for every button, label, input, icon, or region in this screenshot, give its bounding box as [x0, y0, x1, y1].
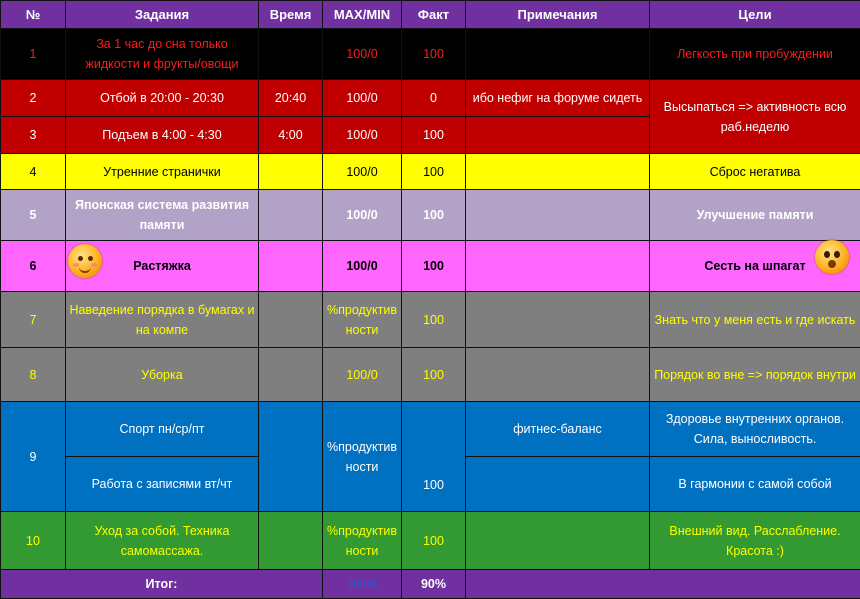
header-row: № Задания Время MAX/MIN Факт Примечания … [1, 1, 860, 29]
cell-fact: 0 [402, 80, 466, 117]
cell-notes [466, 241, 650, 292]
header-goals: Цели [650, 1, 860, 29]
cell-fact: 100 [402, 512, 466, 570]
smiley-surprised-icon [815, 240, 849, 274]
cell-maxmin: 100/0 [323, 29, 402, 80]
cell-maxmin: %продуктивности [323, 292, 402, 348]
cell-fact: 100 [402, 402, 466, 512]
table-row: 5 Японская система развития памяти 100/0… [1, 190, 860, 241]
cell-task: Отбой в 20:00 - 20:30 [66, 80, 259, 117]
cell-num: 2 [1, 80, 66, 117]
cell-num: 8 [1, 348, 66, 402]
cell-time [259, 190, 323, 241]
cell-notes [466, 190, 650, 241]
cell-maxmin: %продуктивности [323, 402, 402, 512]
smiley-blush-icon [68, 244, 102, 278]
cell-num: 9 [1, 402, 66, 512]
cell-goal: Здоровье внутренних органов. Сила, вынос… [650, 402, 860, 457]
cell-notes: фитнес-баланс [466, 402, 650, 457]
table-row: 6 Растяжка 100/0 100 Сесть на шпагат [1, 241, 860, 292]
cell-fact: 100 [402, 292, 466, 348]
cell-time [259, 512, 323, 570]
total-fact: 90% [402, 570, 466, 599]
cell-time [259, 402, 323, 512]
cell-goal: Легкость при пробуждении [650, 29, 860, 80]
table-row: 2 Отбой в 20:00 - 20:30 20:40 100/0 0 иб… [1, 80, 860, 117]
cell-notes: ибо нефиг на форуме сидеть [466, 80, 650, 117]
cell-num: 10 [1, 512, 66, 570]
cell-task: Работа с записями вт/чт [66, 457, 259, 512]
cell-notes [466, 457, 650, 512]
cell-fact: 100 [402, 117, 466, 154]
cell-time [259, 241, 323, 292]
cell-task: Подъем в 4:00 - 4:30 [66, 117, 259, 154]
cell-goal: Улучшение памяти [650, 190, 860, 241]
cell-maxmin: 100/0 [323, 190, 402, 241]
table-row: 1 За 1 час до сна только жидкости и фрук… [1, 29, 860, 80]
cell-notes [466, 512, 650, 570]
total-label: Итог: [1, 570, 323, 599]
cell-task: Уборка [66, 348, 259, 402]
cell-notes [466, 117, 650, 154]
cell-num: 1 [1, 29, 66, 80]
cell-goal: Сброс негатива [650, 154, 860, 190]
header-num: № [1, 1, 66, 29]
cell-time: 4:00 [259, 117, 323, 154]
cell-goal: Знать что у меня есть и где искать [650, 292, 860, 348]
cell-time [259, 348, 323, 402]
cell-goal: Внешний вид. Расслабление. Красота :) [650, 512, 860, 570]
header-task: Задания [66, 1, 259, 29]
cell-maxmin: 100/0 [323, 348, 402, 402]
header-fact: Факт [402, 1, 466, 29]
cell-goal: Порядок во вне => порядок внутри [650, 348, 860, 402]
cell-goal: Высыпаться => активность всю раб.неделю [650, 80, 860, 154]
cell-fact: 100 [402, 190, 466, 241]
cell-maxmin: %продуктивности [323, 512, 402, 570]
cell-maxmin: 100/0 [323, 241, 402, 292]
table-row: 10 Уход за собой. Техника самомассажа. %… [1, 512, 860, 570]
table-row: 4 Утренние странички 100/0 100 Сброс нег… [1, 154, 860, 190]
cell-goal: В гармонии с самой собой [650, 457, 860, 512]
cell-task: Уход за собой. Техника самомассажа. [66, 512, 259, 570]
cell-num: 7 [1, 292, 66, 348]
cell-fact: 100 [402, 29, 466, 80]
cell-num: 3 [1, 117, 66, 154]
cell-time [259, 29, 323, 80]
total-row: Итог: 100% 90% [1, 570, 860, 599]
cell-task: За 1 час до сна только жидкости и фрукты… [66, 29, 259, 80]
table-row: 8 Уборка 100/0 100 Порядок во вне => пор… [1, 348, 860, 402]
cell-maxmin: 100/0 [323, 117, 402, 154]
cell-num: 5 [1, 190, 66, 241]
cell-fact: 100 [402, 241, 466, 292]
cell-task: Японская система развития памяти [66, 190, 259, 241]
header-maxmin: MAX/MIN [323, 1, 402, 29]
cell-time [259, 292, 323, 348]
cell-task: Спорт пн/ср/пт [66, 402, 259, 457]
cell-notes [466, 348, 650, 402]
cell-maxmin: 100/0 [323, 154, 402, 190]
total-max: 100% [323, 570, 402, 599]
cell-task: Утренние странички [66, 154, 259, 190]
cell-num: 4 [1, 154, 66, 190]
cell-notes [466, 292, 650, 348]
header-notes: Примечания [466, 1, 650, 29]
cell-maxmin: 100/0 [323, 80, 402, 117]
total-empty [466, 570, 860, 599]
cell-task: Наведение порядка в бумагах и на компе [66, 292, 259, 348]
table-row: 7 Наведение порядка в бумагах и на компе… [1, 292, 860, 348]
cell-time: 20:40 [259, 80, 323, 117]
cell-notes [466, 29, 650, 80]
cell-num: 6 [1, 241, 66, 292]
cell-notes [466, 154, 650, 190]
cell-time [259, 154, 323, 190]
header-time: Время [259, 1, 323, 29]
cell-fact: 100 [402, 154, 466, 190]
cell-fact: 100 [402, 348, 466, 402]
table-row: 9 Спорт пн/ср/пт %продуктивности 100 фит… [1, 402, 860, 457]
